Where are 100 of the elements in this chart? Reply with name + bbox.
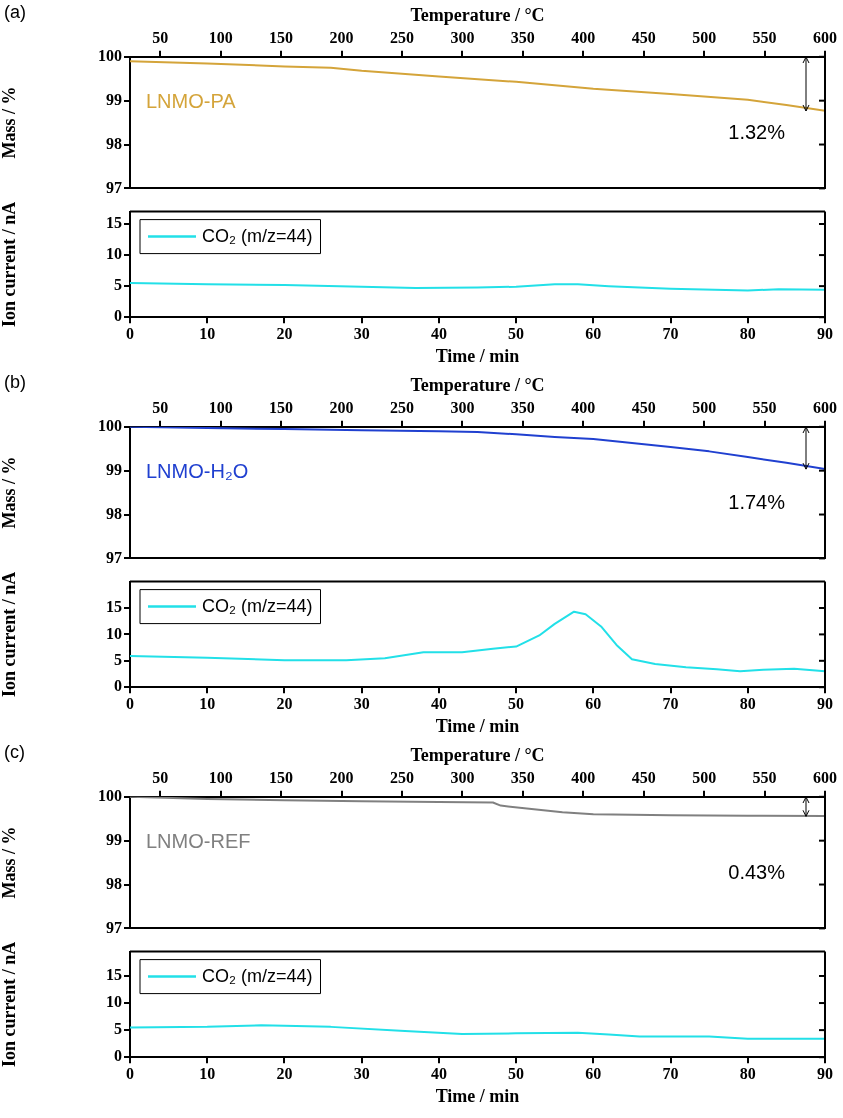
x2-tick-label: 550 [752, 29, 777, 47]
x-tick-label: 0 [126, 694, 134, 712]
x2-tick-label: 100 [208, 769, 233, 787]
x-axis-title: Time / min [435, 345, 520, 366]
chart-title: (b) [4, 371, 26, 392]
y-tick-label: 5 [114, 1020, 122, 1038]
x-tick-label: 40 [430, 694, 447, 712]
annotation: 1.32% [728, 120, 786, 143]
series-label: LNMO-H₂O [146, 460, 249, 483]
x2-tick-label: 400 [571, 399, 596, 417]
x2-tick-label: 250 [389, 769, 414, 787]
x-tick-label: 80 [739, 694, 756, 712]
x-tick-label: 90 [817, 324, 833, 342]
x2-tick-label: 500 [692, 399, 717, 417]
x-tick-label: 50 [508, 694, 525, 712]
y-tick-label: 100 [98, 786, 122, 804]
y-tick-label: 0 [114, 677, 122, 695]
y-axis-title: Mass / % [0, 86, 20, 159]
x2-tick-label: 200 [329, 29, 354, 47]
y-tick-label: 98 [106, 504, 122, 522]
x-tick-label: 40 [430, 324, 447, 342]
x-tick-label: 30 [353, 1064, 370, 1082]
x-tick-label: 60 [585, 324, 602, 342]
x2-tick-label: 550 [752, 769, 777, 787]
x2-tick-label: 250 [389, 399, 414, 417]
y-tick-label: 97 [106, 918, 122, 936]
x-tick-label: 70 [662, 694, 679, 712]
y-tick-label: 15 [106, 598, 122, 616]
y-axis-title: Mass / % [0, 826, 20, 899]
x2-tick-label: 500 [692, 769, 717, 787]
y-tick-label: 100 [98, 416, 122, 434]
y-tick-label: 99 [106, 460, 122, 478]
x-tick-label: 10 [199, 694, 216, 712]
x2-tick-label: 400 [571, 29, 596, 47]
x2-axis-title: Temperature / °C [410, 745, 545, 766]
x2-tick-label: 350 [510, 769, 535, 787]
x-tick-label: 90 [817, 1064, 833, 1082]
series-label: LNMO-PA [146, 90, 237, 113]
x2-tick-label: 300 [450, 399, 475, 417]
legend-label: CO₂ (m/z=44) [202, 225, 313, 246]
x2-tick-label: 50 [152, 399, 169, 417]
y-tick-label: 0 [114, 307, 122, 325]
x2-tick-label: 450 [631, 769, 656, 787]
y-tick-label: 15 [106, 966, 122, 984]
y-axis-title: Ion current / nA [0, 201, 20, 327]
y-tick-label: 97 [106, 178, 122, 196]
x-tick-label: 0 [126, 1064, 134, 1082]
y-tick-label: 10 [106, 624, 122, 642]
series-label: LNMO-REF [146, 830, 251, 853]
x2-tick-label: 600 [813, 399, 837, 417]
legend-label: CO₂ (m/z=44) [202, 595, 313, 616]
x2-tick-label: 50 [152, 769, 169, 787]
x-tick-label: 20 [276, 1064, 293, 1082]
x-tick-label: 70 [662, 324, 679, 342]
y-tick-label: 97 [106, 548, 122, 566]
x2-tick-label: 350 [510, 29, 535, 47]
x-tick-label: 60 [585, 1064, 602, 1082]
x-tick-label: 20 [276, 324, 293, 342]
y-tick-label: 5 [114, 276, 122, 294]
x2-tick-label: 150 [269, 399, 294, 417]
y-tick-label: 98 [106, 874, 122, 892]
y-axis-title: Ion current / nA [0, 941, 20, 1067]
x2-tick-label: 400 [571, 769, 596, 787]
x-tick-label: 40 [430, 1064, 447, 1082]
x-tick-label: 60 [585, 694, 602, 712]
x2-tick-label: 450 [631, 399, 656, 417]
y-tick-label: 10 [106, 245, 122, 263]
legend-label: CO₂ (m/z=44) [202, 965, 313, 986]
x-tick-label: 50 [508, 324, 525, 342]
y-tick-label: 98 [106, 134, 122, 152]
x2-axis-title: Temperature / °C [410, 5, 545, 26]
y-axis-title: Ion current / nA [0, 571, 20, 697]
y-axis-title: Mass / % [0, 456, 20, 529]
x2-tick-label: 50 [152, 29, 169, 47]
chart-title: (c) [4, 741, 25, 762]
x-tick-label: 70 [662, 1064, 679, 1082]
x2-tick-label: 100 [208, 399, 233, 417]
x-tick-label: 90 [817, 694, 833, 712]
x-tick-label: 10 [199, 324, 216, 342]
annotation: 0.43% [728, 860, 786, 883]
x2-tick-label: 100 [208, 29, 233, 47]
x2-tick-label: 600 [813, 769, 837, 787]
x2-tick-label: 550 [752, 399, 777, 417]
chart-title: (a) [4, 1, 26, 22]
y-tick-label: 5 [114, 650, 122, 668]
x-tick-label: 30 [353, 694, 370, 712]
x2-tick-label: 300 [450, 769, 475, 787]
x2-tick-label: 350 [510, 399, 535, 417]
x-tick-label: 50 [508, 1064, 525, 1082]
x2-tick-label: 600 [813, 29, 837, 47]
x-axis-title: Time / min [435, 1085, 520, 1106]
y-tick-label: 10 [106, 993, 122, 1011]
x-tick-label: 10 [199, 1064, 216, 1082]
y-tick-label: 99 [106, 830, 122, 848]
x-tick-label: 80 [739, 324, 756, 342]
y-tick-label: 15 [106, 214, 122, 232]
y-tick-label: 0 [114, 1047, 122, 1065]
x2-tick-label: 500 [692, 29, 717, 47]
annotation: 1.74% [728, 490, 786, 513]
x2-tick-label: 200 [329, 399, 354, 417]
